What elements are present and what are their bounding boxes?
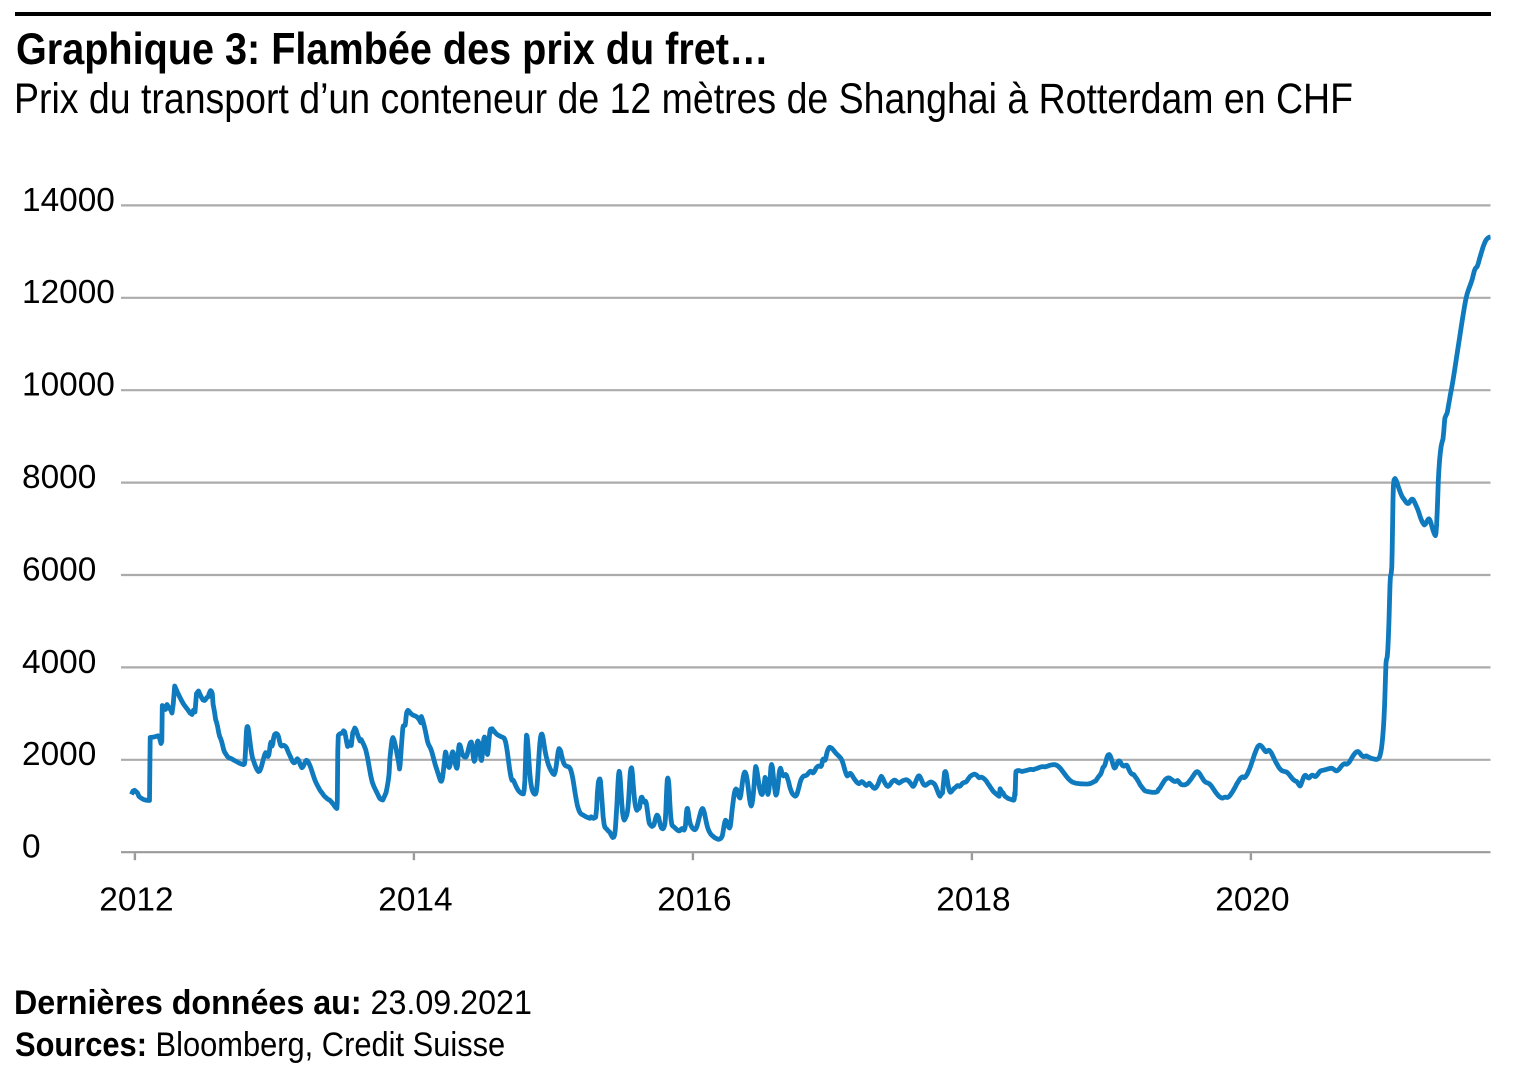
- svg-text:2012: 2012: [99, 882, 173, 919]
- svg-text:14000: 14000: [22, 182, 115, 219]
- svg-text:12000: 12000: [22, 274, 115, 311]
- svg-text:8000: 8000: [22, 459, 96, 496]
- svg-text:2016: 2016: [657, 882, 731, 919]
- svg-text:0: 0: [22, 829, 41, 866]
- svg-text:2014: 2014: [378, 882, 452, 919]
- svg-text:6000: 6000: [22, 551, 96, 588]
- svg-text:2018: 2018: [936, 882, 1010, 919]
- svg-text:10000: 10000: [22, 367, 115, 404]
- svg-text:2020: 2020: [1215, 882, 1289, 919]
- svg-text:2000: 2000: [22, 736, 96, 773]
- svg-text:4000: 4000: [22, 644, 96, 681]
